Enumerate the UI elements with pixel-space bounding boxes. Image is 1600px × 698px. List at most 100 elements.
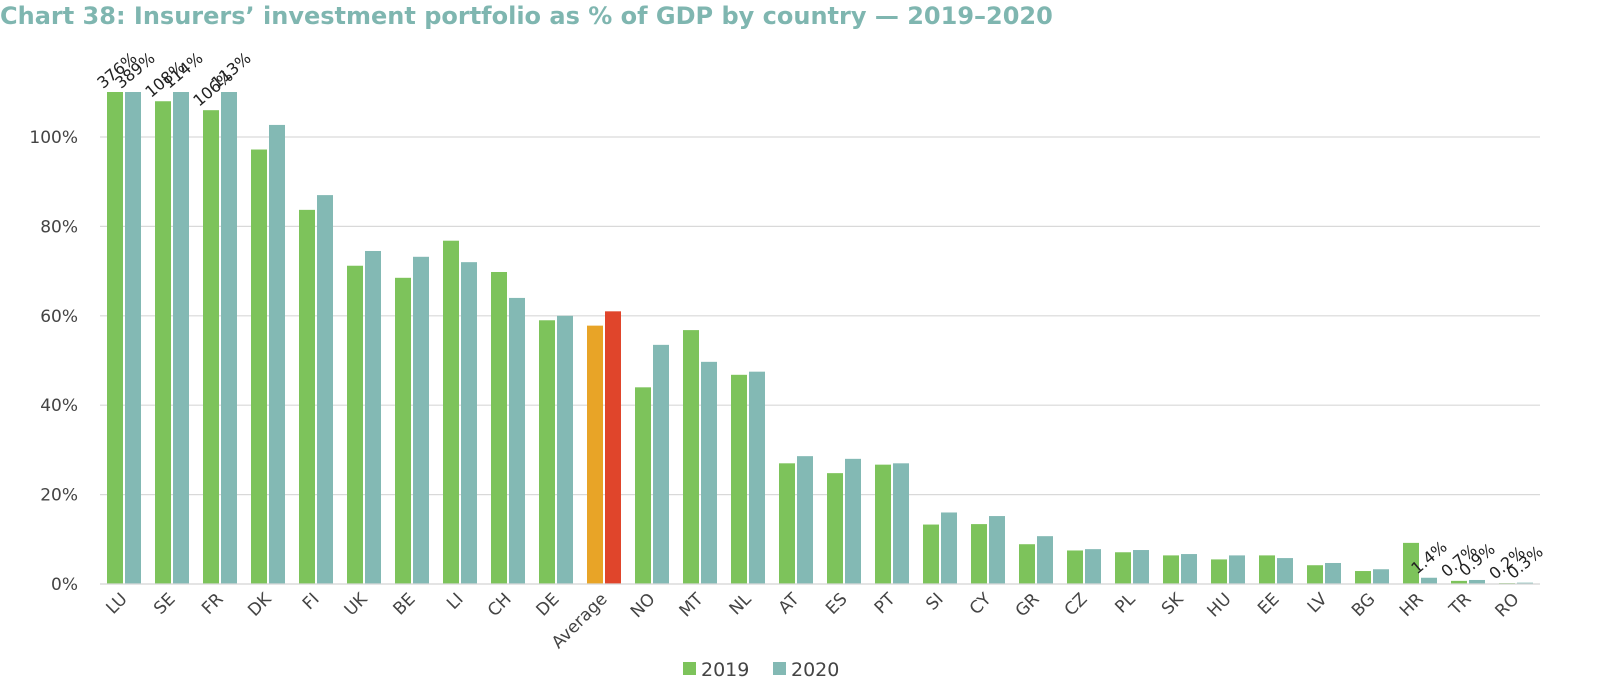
x-tick-label: UK: [341, 589, 372, 620]
bar: [317, 195, 333, 585]
x-tick-label: HR: [1396, 589, 1428, 621]
bar: [683, 330, 699, 584]
x-tick-label: CY: [966, 589, 996, 619]
legend-label: 2020: [791, 659, 839, 681]
bar: [203, 110, 219, 585]
x-tick-label: FI: [299, 589, 324, 614]
bar: [1307, 565, 1323, 584]
bar: [1133, 550, 1149, 584]
bar: [443, 240, 459, 585]
bar: [605, 311, 621, 584]
x-tick-label: SK: [1158, 589, 1188, 619]
bar: [779, 463, 795, 584]
x-tick-label: BG: [1348, 589, 1379, 620]
y-tick-label: 100%: [29, 128, 78, 148]
bar: [635, 387, 651, 584]
x-tick-label: GR: [1012, 589, 1044, 621]
bar: [701, 361, 717, 584]
bar: [845, 458, 861, 584]
x-tick-label: SE: [150, 589, 179, 618]
bar: [1373, 569, 1389, 584]
bar: [1181, 554, 1197, 584]
x-tick-label: AT: [775, 589, 804, 618]
y-tick-label: 20%: [40, 486, 78, 506]
bar: [1451, 580, 1467, 584]
x-tick-label: EE: [1254, 589, 1283, 618]
bar: [251, 149, 267, 585]
bar: [173, 92, 189, 585]
bar: [1469, 579, 1485, 584]
bar: [1421, 577, 1437, 584]
bar: [731, 374, 747, 584]
bar: [749, 371, 765, 584]
y-tick-label: 60%: [40, 307, 78, 327]
bar: [491, 271, 507, 584]
x-tick-label: PL: [1111, 589, 1139, 617]
bar: [875, 464, 891, 584]
chart-title: Chart 38: Insurers’ investment portfolio…: [0, 2, 1053, 30]
bar: [1355, 571, 1371, 584]
bar: [1259, 555, 1275, 584]
y-tick-label: 40%: [40, 396, 78, 416]
bar: [797, 456, 813, 584]
bar: [557, 315, 573, 584]
bar: [365, 250, 381, 585]
bar: [461, 262, 477, 584]
bar: [893, 463, 909, 584]
bar: [1517, 582, 1533, 584]
bar: [413, 256, 429, 584]
bar: [539, 320, 555, 584]
x-tick-label: LU: [102, 589, 131, 618]
x-tick-label: ES: [822, 589, 851, 618]
bar: [941, 512, 957, 584]
x-tick-label: NL: [726, 589, 756, 619]
bar: [989, 516, 1005, 584]
bar: [587, 325, 603, 584]
bar: [923, 524, 939, 584]
x-tick-label: FR: [198, 589, 228, 619]
bar: [1067, 550, 1083, 584]
legend-swatch: [773, 662, 786, 675]
x-tick-label: TR: [1445, 589, 1476, 620]
legend-swatch: [683, 662, 696, 675]
bar: [1229, 555, 1245, 584]
x-tick-label: NO: [627, 589, 660, 622]
bar: [269, 124, 285, 584]
x-tick-label: MT: [676, 589, 708, 621]
bar: [107, 92, 123, 584]
bar: [1085, 549, 1101, 584]
bar: [1403, 542, 1419, 584]
bar: [827, 473, 843, 584]
bar: [1325, 562, 1341, 584]
x-tick-label: CZ: [1061, 589, 1092, 620]
x-tick-label: DE: [533, 589, 564, 620]
x-tick-label: DK: [244, 589, 276, 621]
x-tick-label: BE: [390, 589, 420, 619]
bar: [1163, 555, 1179, 584]
bar: [347, 265, 363, 584]
bar: [653, 344, 669, 584]
x-tick-label: SI: [922, 589, 947, 614]
bar: [971, 524, 987, 584]
bar: [1211, 559, 1227, 584]
x-tick-label: LI: [443, 589, 467, 613]
bar: [1019, 544, 1035, 584]
bar: [155, 101, 171, 585]
bar: [221, 92, 237, 584]
x-tick-label: PT: [871, 589, 900, 618]
x-tick-label: RO: [1492, 589, 1524, 621]
legend-label: 2019: [701, 659, 749, 681]
bar: [125, 92, 141, 584]
plot-area: [107, 92, 1533, 585]
bar: [509, 297, 525, 584]
x-tick-label: HU: [1204, 589, 1236, 621]
x-tick-label: LV: [1304, 589, 1332, 617]
bar: [1037, 536, 1053, 584]
x-tick-label: CH: [484, 589, 516, 621]
bar: [1277, 558, 1293, 584]
value-label: 113%: [207, 48, 254, 92]
y-tick-label: 0%: [51, 575, 78, 595]
bar: [1115, 552, 1131, 584]
bar: [299, 209, 315, 584]
